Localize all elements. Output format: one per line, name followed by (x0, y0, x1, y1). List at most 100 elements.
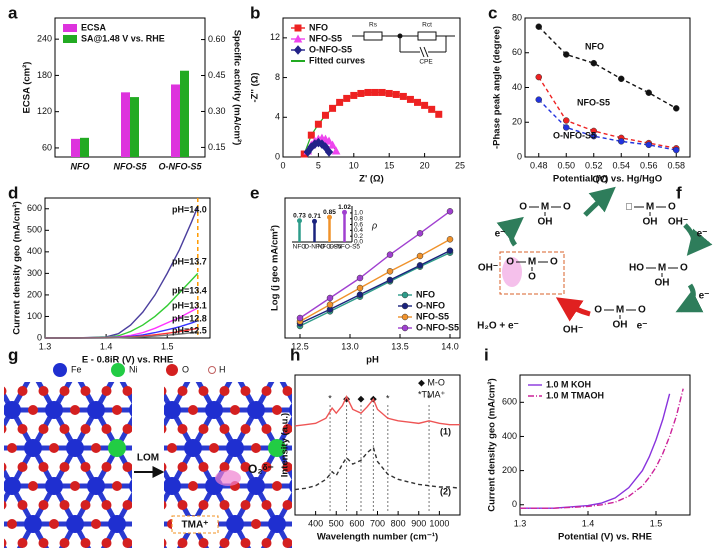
x-axis-label: pH (366, 355, 379, 366)
atom-fe (45, 477, 63, 495)
x-tick-label: 700 (370, 518, 385, 528)
atom-o (261, 500, 272, 510)
atom-o (251, 519, 261, 529)
legend-atom (208, 366, 216, 374)
atom-o (91, 443, 101, 453)
ligand: O (563, 202, 571, 213)
marker (321, 111, 329, 119)
marker (321, 142, 330, 152)
legend-marker (401, 302, 409, 310)
y-tick-label: 0 (517, 151, 522, 161)
legend-label: NFO-S5 (309, 33, 342, 43)
atom-fe (4, 477, 21, 495)
atom-o (219, 424, 230, 434)
atom-o (219, 386, 230, 396)
marker (428, 105, 436, 113)
atom-o (101, 538, 112, 548)
atom-o (164, 462, 167, 472)
marker (590, 132, 597, 140)
atom-o (240, 462, 251, 472)
atom-o (240, 386, 251, 396)
atom-o (17, 424, 28, 434)
x-tick-label: 900 (411, 518, 426, 528)
ligand: OH (655, 278, 670, 289)
metal: M (528, 257, 536, 268)
atom-o (59, 462, 70, 472)
inset-category: O-NFO (304, 244, 325, 251)
ligand: O (680, 263, 688, 274)
series-line (299, 252, 451, 327)
lattice (4, 382, 132, 548)
panel-d: d 1.3 1.4 1.5 E - 0.8iR (V) vs. RHE 0 100 200 30… (8, 183, 211, 366)
atom-fe (108, 515, 126, 533)
legend-label: O-NFO-S5 (416, 322, 459, 332)
legend-label: O-NFO (416, 300, 445, 310)
marker (328, 140, 337, 149)
metal: M (658, 263, 666, 274)
atom-fe (45, 401, 63, 419)
x-tick-label: 1.3 (39, 341, 52, 351)
atom-o (240, 424, 251, 434)
atom-o (164, 424, 167, 434)
panel-e: e 12.5 13.0 13.5 14.0 pH Log (j geo mA/cm²) NFO… (250, 183, 461, 366)
peak-symbol: ◆ (343, 393, 350, 403)
atom-o (59, 500, 70, 510)
legend-label: NFO (309, 22, 328, 32)
atom-o (17, 462, 28, 472)
x-tick-label: 5 (316, 160, 321, 170)
marker (326, 301, 334, 308)
atom-o (188, 481, 198, 491)
plot-frame (282, 17, 461, 158)
atom-fe (87, 477, 105, 495)
atom-o (198, 500, 209, 510)
reaction-label: OH⁻ (478, 263, 498, 274)
x-tick-label: 400 (308, 518, 323, 528)
legend-label: H (219, 364, 226, 374)
marker (386, 268, 394, 275)
y-tick-label: 0 (37, 332, 42, 342)
circuit-label: Rs (369, 22, 378, 29)
value-label: 0.85 (323, 209, 336, 216)
atom-o (80, 500, 91, 510)
plot-frame (519, 374, 691, 516)
y2-axis-label: Specific activity (mA/cm²) (231, 30, 242, 146)
atom-fe (247, 477, 265, 495)
atom-fe (247, 401, 265, 419)
reaction-label: OH⁻ (563, 325, 583, 336)
atom-o (101, 462, 112, 472)
inset-tick-label: 1.0 (354, 210, 363, 217)
circuit-inset (352, 31, 455, 58)
atom-o (282, 462, 292, 472)
marker (343, 94, 351, 102)
y-axis-label: Current density geo (mA/cm²) (12, 201, 23, 335)
atom-fe (164, 401, 181, 419)
x-tick-label: 13.5 (391, 341, 409, 351)
ligand: O (594, 305, 602, 316)
y-tick-label: 100 (27, 311, 42, 321)
x-tick-label: 1.5 (161, 341, 174, 351)
atom-o (122, 386, 132, 396)
x-tick-label: O-NFO-S5 (158, 161, 202, 171)
atom-fe (108, 439, 126, 457)
series-label: pH=13.4 (172, 285, 207, 295)
bar (130, 97, 139, 157)
x-axis-label: Z' (Ω) (359, 174, 384, 185)
legend-label: NFO (416, 289, 435, 299)
marker (386, 276, 394, 284)
x-tick-label: 0.54 (612, 160, 630, 170)
y-axis-label: -Z'' (Ω) (250, 72, 261, 102)
note: ◆ M-O (418, 377, 445, 387)
circuit-label: CPE (419, 59, 433, 66)
atom-fe (66, 515, 84, 533)
panel-letter: g (8, 345, 18, 364)
series-label: pH=14.0 (172, 204, 207, 214)
atom-o (70, 405, 80, 415)
atom-fe (268, 515, 286, 533)
x-axis-label: Potential (V) vs. RHE (558, 532, 652, 543)
legend-atom (111, 363, 125, 377)
inset-tick-label: 0.2 (354, 233, 363, 240)
atom-fe (205, 401, 223, 419)
x-tick-label: 12.5 (291, 341, 309, 351)
ligand: OH (613, 320, 628, 331)
atom-o (188, 405, 198, 415)
